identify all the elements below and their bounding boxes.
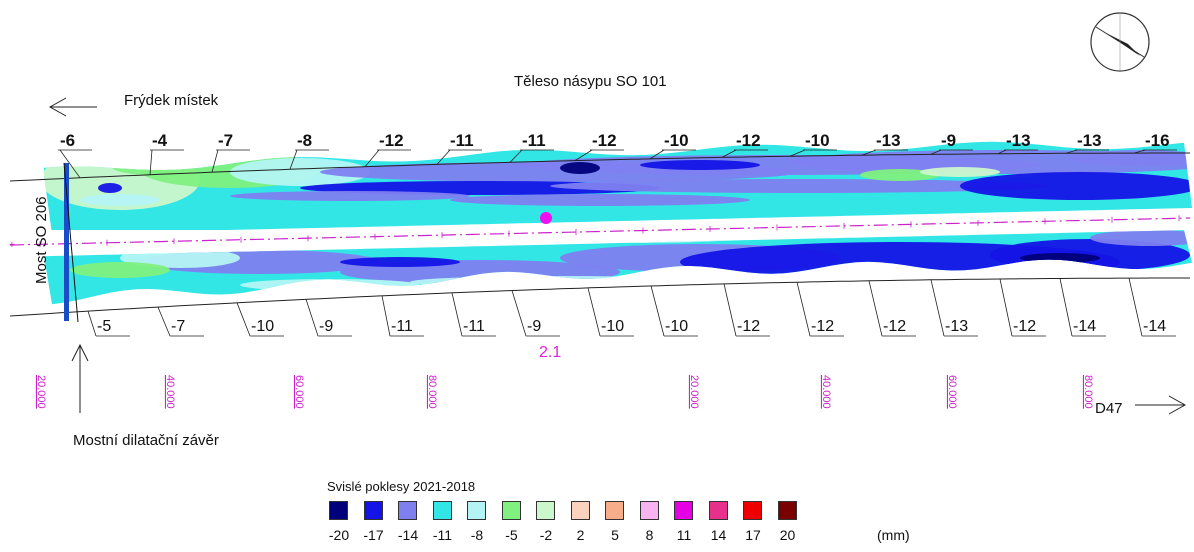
legend-swatch	[536, 501, 555, 520]
survey-point-label: 2.1	[539, 344, 561, 361]
chainage-label: 60.000	[946, 375, 958, 409]
lower-value-label: -10	[251, 318, 274, 335]
legend-swatch	[329, 501, 348, 520]
legend-value-label: 11	[676, 527, 692, 543]
embankment-upper-band	[44, 141, 1192, 230]
chainage-label: 40.000	[164, 375, 176, 409]
upper-value-label: -11	[450, 131, 474, 150]
upper-value-label: -10	[664, 131, 689, 150]
embankment-title: Těleso násypu SO 101	[514, 73, 667, 90]
legend-value-label: -14	[397, 527, 419, 543]
legend-value-label: -20	[328, 527, 350, 543]
axis-ticks	[39, 215, 1180, 248]
legend-value-label: -2	[539, 527, 553, 543]
upper-value-label: -12	[379, 131, 404, 150]
upper-value-label: -6	[60, 131, 75, 150]
legend-swatch	[777, 501, 797, 520]
bridge-label: Most SO 206	[33, 196, 50, 284]
upper-value-label: -4	[152, 131, 168, 150]
upper-value-label: -12	[592, 131, 617, 150]
chainage-label: 60.000	[293, 375, 305, 409]
bridge-joint	[63, 162, 79, 323]
survey-point-marker	[540, 212, 552, 224]
legend-value-label: -17	[363, 527, 384, 543]
lower-value-label: -5	[97, 318, 111, 335]
legend-value-label: 8	[645, 527, 654, 543]
frydek-label: Frýdek místek	[124, 92, 219, 109]
legend-swatch	[398, 501, 417, 520]
lower-value-label: -13	[945, 318, 968, 335]
lower-value-label: -12	[811, 318, 834, 335]
axis-start-mark: +	[9, 240, 15, 251]
legend-swatch	[639, 501, 659, 520]
compass-icon	[1090, 12, 1150, 72]
legend-value-label: -8	[470, 527, 484, 543]
legend-swatch	[432, 501, 452, 520]
lower-value-label: -10	[665, 318, 688, 335]
chainage-label: 80.000	[1082, 375, 1094, 409]
legend-value-label: 20	[779, 527, 796, 543]
upper-value-label: -9	[941, 131, 956, 150]
lower-value-label: -12	[883, 318, 906, 335]
d47-label: D47	[1095, 400, 1123, 417]
legend-swatch	[674, 501, 693, 520]
lower-value-label: -14	[1073, 318, 1096, 335]
upper-value-label: -16	[1145, 131, 1170, 150]
lower-value-label: -12	[1013, 318, 1036, 335]
upper-value-label: -11	[522, 131, 546, 150]
lower-value-label: -10	[601, 318, 624, 335]
chainage-label: 20.000	[35, 375, 47, 409]
legend-value-label: -11	[432, 527, 453, 543]
joint-label: Mostní dilatační závěr	[73, 432, 219, 449]
legend-value-label: 5	[611, 527, 619, 543]
upper-value-label: -13	[1077, 131, 1102, 150]
chainage-label: 40.000	[820, 375, 832, 409]
lower-value-label: -11	[463, 318, 485, 335]
upper-value-label: -7	[218, 131, 233, 150]
chainage-labels: 20.000 40.000 60.000 80.000 20.000 40.000 60.0…	[35, 375, 1094, 409]
lower-edge-line	[9, 277, 1190, 317]
d47-arrow-icon	[1135, 395, 1187, 415]
upper-value-leaders: -6 -4 -7 -8 -12 -11 -11 -12 -10 -12 -10 -13 -9 -13 -13…	[58, 131, 1177, 179]
upper-value-label: -10	[805, 131, 830, 150]
legend-swatch	[363, 501, 383, 520]
legend-swatch	[467, 501, 486, 520]
lower-value-label: -12	[737, 318, 760, 335]
upper-value-label: -13	[1006, 131, 1031, 150]
center-axis-line	[9, 217, 1191, 246]
legend-swatch	[501, 501, 521, 520]
upper-value-label: -13	[876, 131, 901, 150]
legend-title: Svislé poklesy 2021-2018	[327, 479, 476, 494]
lower-value-label: -14	[1143, 318, 1166, 335]
chainage-label: 20.000	[688, 375, 700, 409]
joint-arrow-icon	[71, 343, 89, 413]
legend-swatch	[570, 501, 590, 520]
lower-value-label: -9	[527, 318, 541, 335]
lower-value-label: -7	[171, 318, 185, 335]
legend-unit: (mm)	[877, 527, 910, 543]
legend-swatch	[743, 501, 762, 520]
lower-value-label: -9	[319, 318, 333, 335]
upper-value-label: -8	[297, 131, 312, 150]
legend-value-label: -5	[505, 527, 518, 543]
upper-value-label: -12	[736, 131, 761, 150]
frydek-arrow-icon	[48, 97, 97, 117]
chainage-label: 80.000	[426, 375, 438, 409]
color-legend: Svislé poklesy 2021-2018 -20 -17 -14 -11 -8 -…	[327, 479, 910, 549]
legend-value-label: 14	[710, 527, 727, 543]
legend-value-label: 2	[576, 527, 585, 543]
lower-value-leaders: -5 -7 -10 -9 -11 -11 -9 -10 -10 -12 -12 -12 -13 -12 -1…	[87, 278, 1176, 337]
upper-edge-line	[9, 152, 1190, 182]
lower-value-label: -11	[391, 318, 413, 335]
legend-swatch	[605, 501, 624, 520]
legend-swatch	[708, 501, 728, 520]
legend-value-label: 17	[745, 527, 761, 543]
